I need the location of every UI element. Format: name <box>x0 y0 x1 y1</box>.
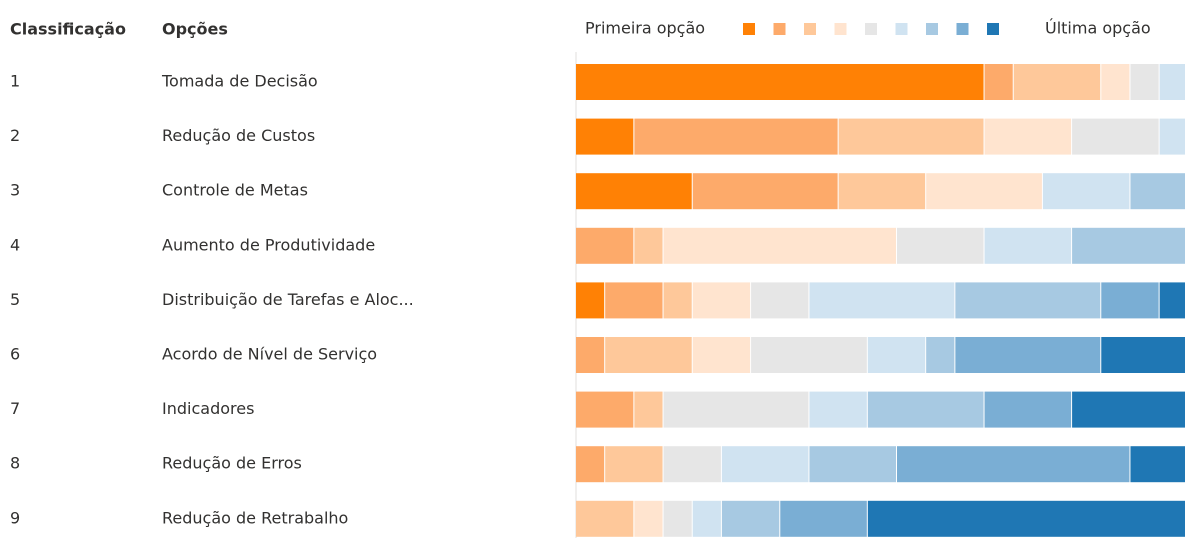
rank-label: 2 <box>10 126 20 145</box>
bar-segment <box>926 173 1042 210</box>
bar-segment <box>663 446 721 483</box>
rank-label: 6 <box>10 345 20 364</box>
option-label: Controle de Metas <box>162 181 308 200</box>
legend-swatch <box>895 23 908 35</box>
bar-segment <box>663 500 692 537</box>
bar-segment <box>634 500 663 537</box>
legend-swatch <box>834 23 847 35</box>
bar-segment <box>809 282 955 319</box>
bar-segment <box>955 337 1101 373</box>
bar-segment <box>1042 173 1130 210</box>
bar-segment <box>721 446 809 483</box>
bar-segment <box>1130 446 1185 483</box>
legend-swatch <box>926 23 938 35</box>
rank-label: 8 <box>10 454 20 473</box>
bar-segment <box>576 446 605 483</box>
bar-segment <box>692 337 751 373</box>
bar-segment <box>576 282 605 319</box>
bar-segment <box>663 391 809 428</box>
bar-segment <box>751 282 809 319</box>
bar-segment <box>984 118 1072 155</box>
bar-segment <box>897 446 1130 483</box>
option-label: Aumento de Produtividade <box>162 235 375 254</box>
legend-swatch <box>773 23 786 35</box>
rank-label: 9 <box>10 508 20 527</box>
bar-segment <box>576 500 634 537</box>
bar-segment <box>809 391 867 428</box>
bar-segment <box>751 337 867 373</box>
bar-segment <box>984 391 1072 428</box>
legend-first: Primeira opção <box>585 19 705 38</box>
bar-segment <box>1101 64 1130 100</box>
bar-segment <box>867 500 1185 537</box>
option-label: Indicadores <box>162 399 254 418</box>
rank-label: 1 <box>10 72 20 91</box>
bar-segment <box>692 173 838 210</box>
option-label: Redução de Erros <box>162 454 302 473</box>
bar-segment <box>634 391 663 428</box>
bar-segment <box>576 64 984 100</box>
rank-label: 7 <box>10 399 20 418</box>
bar-segment <box>1072 391 1185 428</box>
option-label: Redução de Retrabalho <box>162 508 348 527</box>
bar-segment <box>955 282 1101 319</box>
bar-segment <box>1130 64 1159 100</box>
bar-segment <box>838 118 984 155</box>
bar-segment <box>663 282 692 319</box>
legend-swatch <box>743 23 755 35</box>
option-label: Tomada de Decisão <box>161 72 318 91</box>
bar-segment <box>780 500 867 537</box>
rank-label: 3 <box>10 181 20 200</box>
bar-segment <box>897 227 984 264</box>
bar-segment <box>1072 227 1185 264</box>
bar-segment <box>1101 337 1185 373</box>
option-header: Opções <box>162 20 228 39</box>
bar-segment <box>576 227 634 264</box>
bar-segment <box>605 446 663 483</box>
bar-segment <box>984 227 1072 264</box>
legend-swatch <box>865 23 877 35</box>
bar-segment <box>663 227 896 264</box>
bar-segment <box>1159 118 1185 155</box>
bar-segment <box>867 391 984 428</box>
bar-segment <box>576 391 634 428</box>
bar-segment <box>838 173 926 210</box>
bar-segment <box>576 337 605 373</box>
bar-segment <box>634 118 838 155</box>
bar-segment <box>809 446 896 483</box>
rank-header: Classificação <box>10 20 126 39</box>
legend-swatch <box>956 23 969 35</box>
bar-segment <box>605 337 692 373</box>
option-label: Acordo de Nível de Serviço <box>162 345 377 364</box>
bar-segment <box>1072 118 1159 155</box>
bar-segment <box>1013 64 1101 100</box>
bar-segment <box>1101 282 1159 319</box>
bar-segment <box>634 227 663 264</box>
bar-segment <box>576 118 634 155</box>
bar-segment <box>692 500 721 537</box>
legend-last: Última opção <box>1045 19 1151 38</box>
bar-segment <box>692 282 751 319</box>
rank-label: 5 <box>10 290 20 309</box>
option-label: Distribuição de Tarefas e Aloc... <box>162 290 414 309</box>
option-label: Redução de Custos <box>162 126 315 145</box>
bar-segment <box>1130 173 1185 210</box>
rank-label: 4 <box>10 235 20 254</box>
bar-segment <box>867 337 926 373</box>
legend-swatch <box>804 23 816 35</box>
bar-segment <box>576 173 692 210</box>
legend-swatch <box>987 23 999 35</box>
bar-segment <box>605 282 663 319</box>
bar-segment <box>926 337 955 373</box>
bar-segment <box>721 500 780 537</box>
bar-segment <box>1159 282 1185 319</box>
bar-segment <box>984 64 1013 100</box>
bar-segment <box>1159 64 1185 100</box>
